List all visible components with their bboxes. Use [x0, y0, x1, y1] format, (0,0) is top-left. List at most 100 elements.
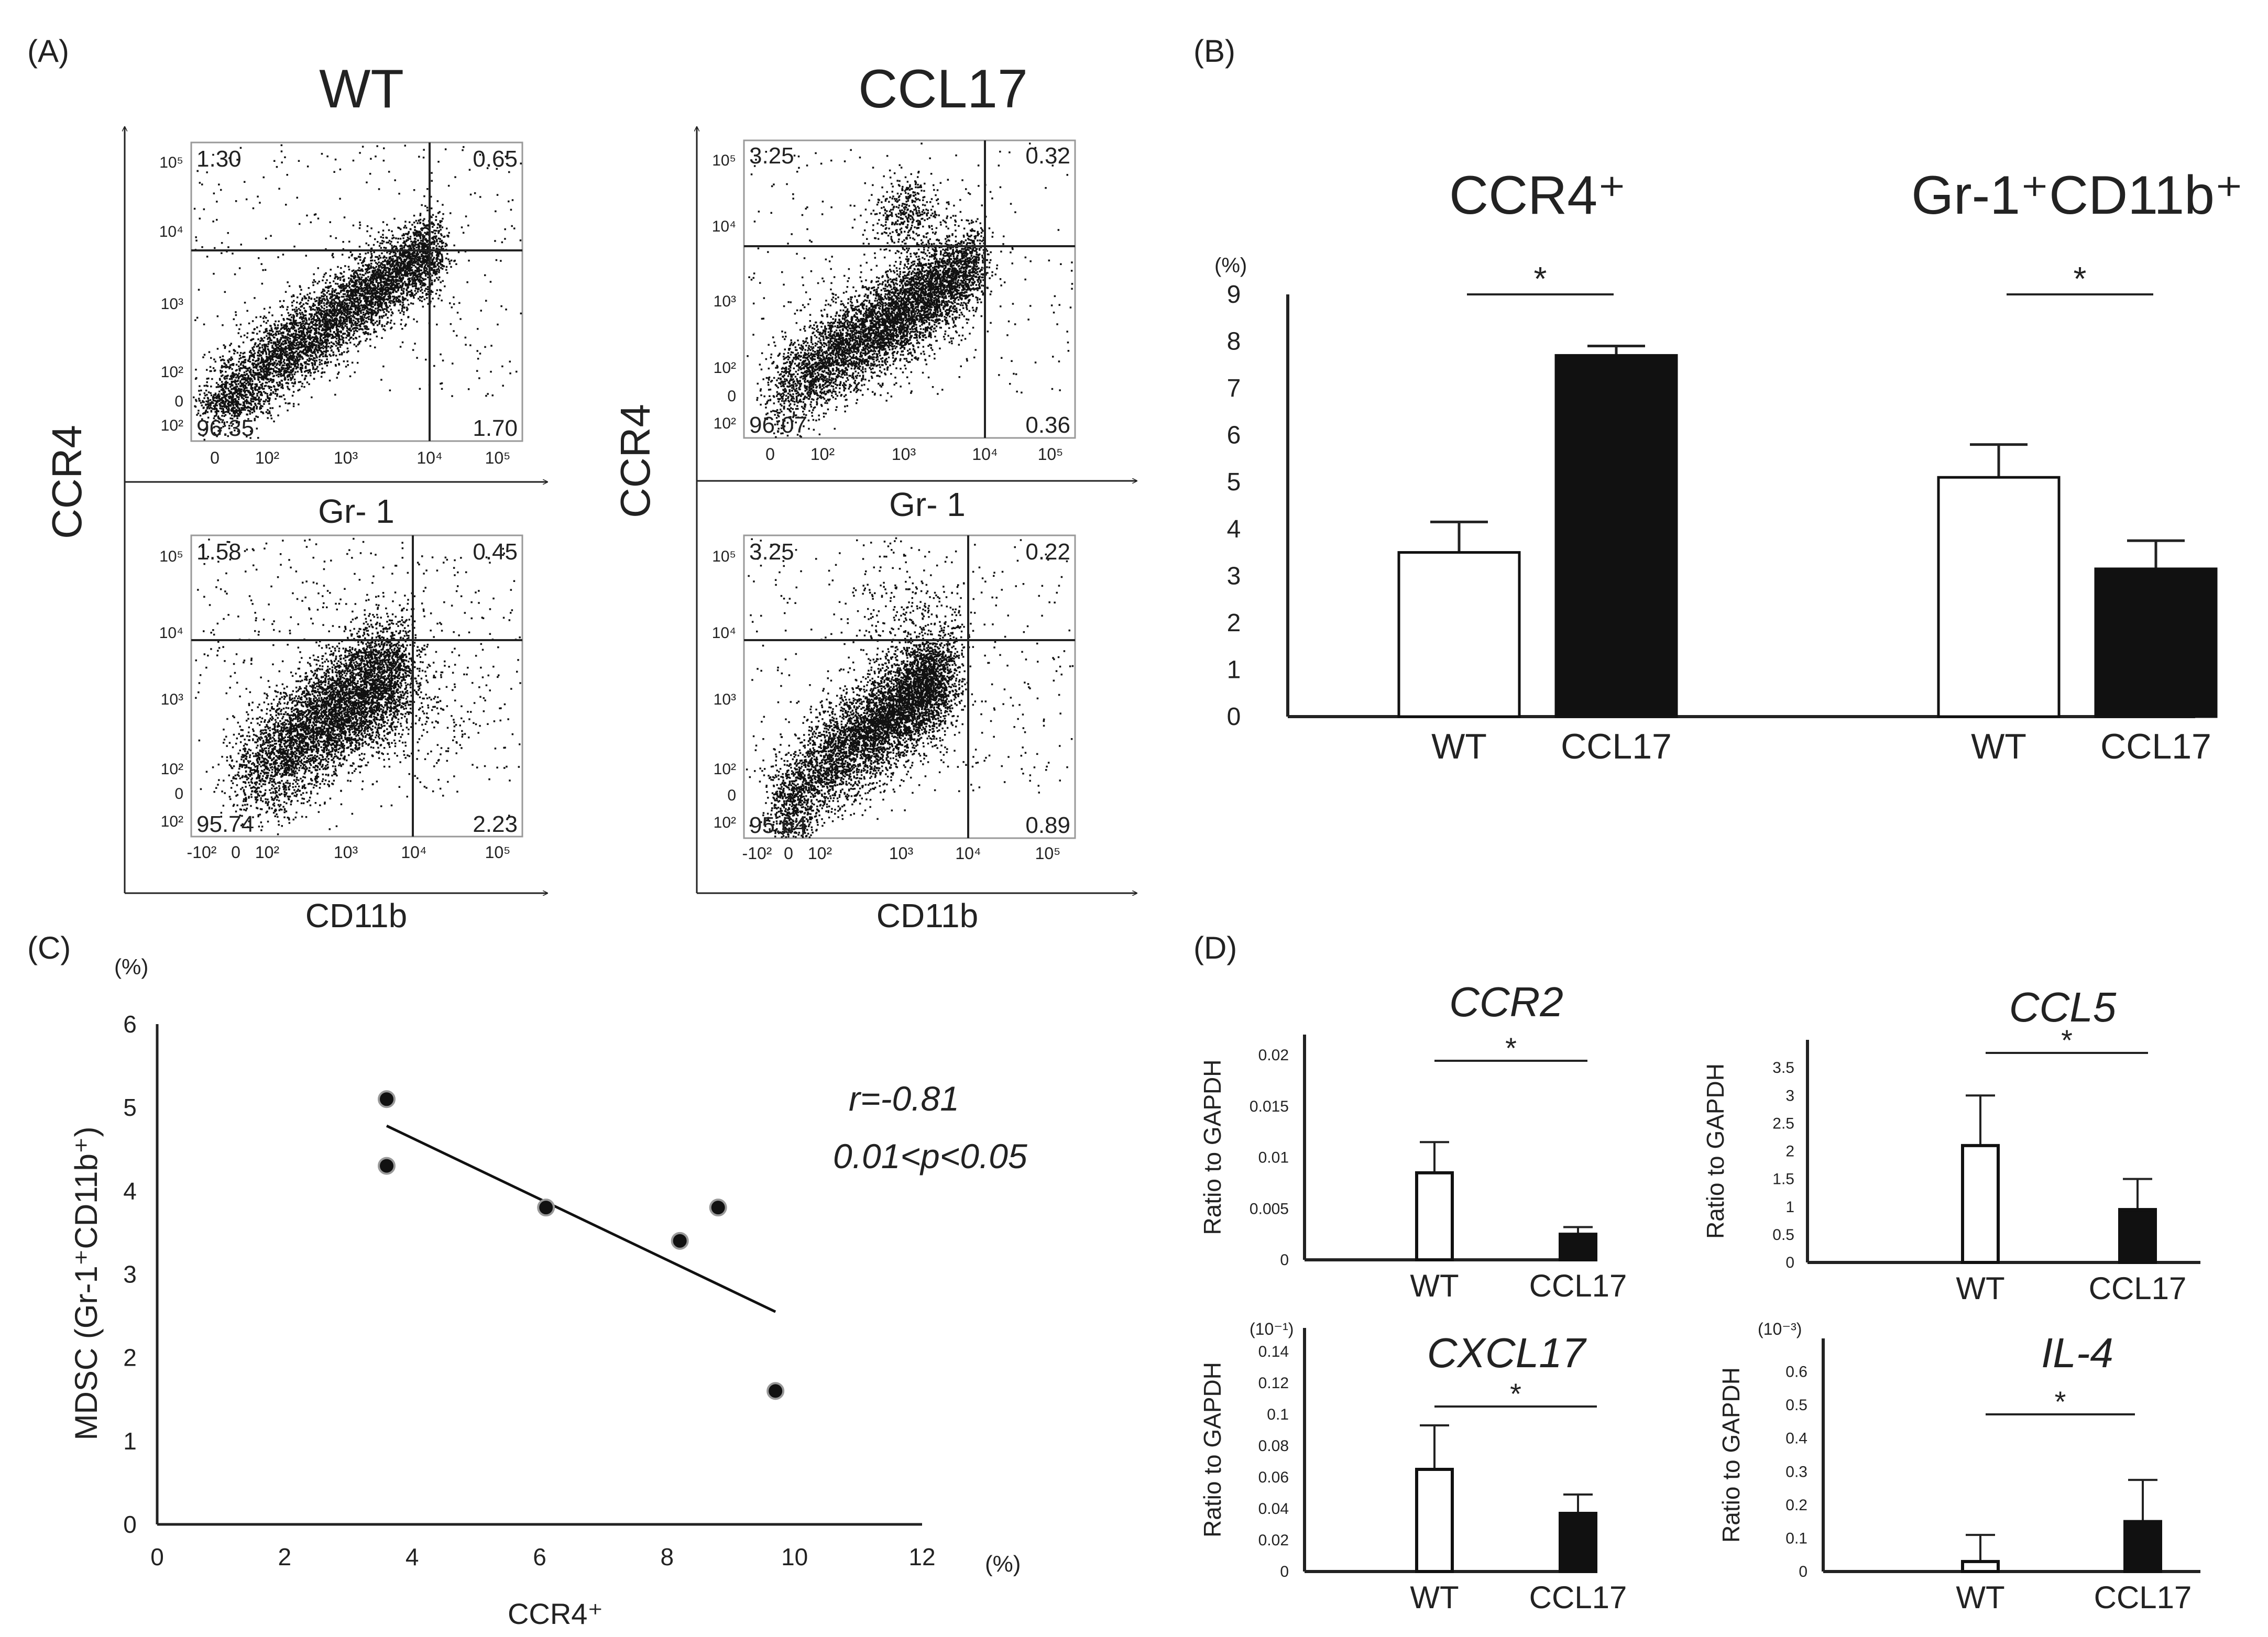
- chart-title: CCR2: [1449, 979, 1563, 1025]
- y-tick-label: 7: [1227, 375, 1241, 402]
- mini-chart-ccr2: 0 0.005 0.01 0.015 0.02 CCR2 Ratio to GAPDH WT C…: [1199, 979, 1627, 1303]
- stat-p: 0.01<p<0.05: [833, 1137, 1027, 1175]
- y-tick-label: 0.5: [1785, 1397, 1807, 1414]
- flow-plot-wt-gr1: 1.30 0.65 96.35 1.70 10⁵ 10⁴ 10³ 10² 0 1…: [159, 141, 523, 530]
- bar-ccr4-wt: [1397, 551, 1521, 718]
- scatter-dots: [747, 142, 1073, 438]
- y-tick-label: 0.3: [1785, 1463, 1807, 1480]
- y-tick-label: 0.08: [1258, 1437, 1289, 1455]
- x-tick: 10⁴: [972, 445, 998, 464]
- y-tick-label: 0.01: [1258, 1149, 1289, 1167]
- x-tick-label: WT: [1410, 1580, 1459, 1615]
- y-tick: 0: [174, 393, 183, 410]
- x-tick-label: WT: [1971, 727, 2026, 766]
- x-tick-label: WT: [1956, 1271, 2004, 1306]
- y-tick-label: 0: [1280, 1563, 1289, 1580]
- x-tick-label: CCL17: [2089, 1271, 2187, 1306]
- panel-c-label: (C): [27, 930, 71, 965]
- y-tick-label: 2: [123, 1344, 137, 1371]
- panel-b-title-mdsc: Gr-1⁺CD11b⁺: [1911, 165, 2243, 226]
- y-tick: 10²: [714, 415, 736, 432]
- panel-b-title-ccr4: CCR4⁺: [1449, 165, 1626, 226]
- y-tick-label: 8: [1227, 328, 1241, 356]
- bar-ccl17: [1559, 1233, 1597, 1262]
- y-tick-label: 0.04: [1258, 1500, 1289, 1518]
- x-tick-label: 2: [278, 1543, 292, 1570]
- panel-c: (C) (%) (%) r=-0.81 0.01<p<0.05 01234560…: [27, 930, 1027, 1630]
- x-tick: 0: [231, 843, 240, 862]
- flow-plot-wt-cd11b: 1.58 0.45 95.74 2.23 10⁵ 10⁴ 10³ 10² 0 1…: [159, 534, 523, 935]
- y-tick-label: 0.02: [1258, 1532, 1289, 1549]
- y-tick: 0: [727, 787, 736, 804]
- x-tick-label: WT: [1410, 1268, 1459, 1303]
- data-point: [378, 1090, 396, 1108]
- y-tick-label: 0.5: [1772, 1226, 1794, 1244]
- y-tick-label: 0.14: [1258, 1343, 1289, 1360]
- x-tick: 10⁴: [417, 448, 442, 467]
- y-tick-label: 9: [1227, 281, 1241, 309]
- data-point: [671, 1232, 689, 1250]
- flow-plot-ccl17-cd11b: 3.25 0.22 95.64 0.89 10⁵ 10⁴ 10³ 10² 0 1…: [712, 534, 1076, 935]
- y-tick: 10²: [714, 814, 736, 831]
- y-tick-label: 3.5: [1772, 1059, 1794, 1076]
- y-tick-label: 0.015: [1250, 1098, 1289, 1115]
- y-axis-label: Ratio to GAPDH: [1717, 1367, 1745, 1543]
- y-tick-label: 1: [1785, 1199, 1794, 1216]
- x-axis-label: Gr- 1: [889, 486, 966, 523]
- y-tick-label: 0: [1799, 1563, 1807, 1580]
- y-axis-label: Ratio to GAPDH: [1199, 1362, 1226, 1537]
- x-tick-label: 8: [661, 1543, 674, 1570]
- wt-ccr4-axis-label: CCR4: [43, 425, 90, 539]
- y-tick-label: 0.005: [1250, 1200, 1289, 1217]
- y-tick-label: 0: [1785, 1254, 1794, 1271]
- y-tick-label: 0.2: [1785, 1497, 1807, 1514]
- y-tick-label: 0.1: [1785, 1530, 1807, 1547]
- x-tick: 10⁵: [485, 843, 511, 862]
- panel-b-label: (B): [1193, 34, 1235, 69]
- quadrant-lr: 1.70: [473, 415, 518, 441]
- quadrant-lr: 0.36: [1025, 412, 1070, 438]
- panel-a: (A) WT CCL17 CCR4 CCR4 1.30 0.65 96.35 1…: [27, 34, 1137, 935]
- y-tick: 10³: [161, 691, 183, 708]
- significance-marker: *: [1534, 260, 1547, 298]
- mini-chart-cxcl17: 0 0.02 0.04 0.06 0.08 0.1 0.12 0.14 CXCL17 Ratio …: [1199, 1320, 1627, 1615]
- x-tick-label: CCL17: [2094, 1580, 2192, 1615]
- y-tick-label: 0.02: [1258, 1047, 1289, 1064]
- x-tick-label: CCL17: [2100, 727, 2211, 766]
- quadrant-ll: 96.35: [196, 415, 254, 441]
- y-tick: 10⁵: [159, 548, 183, 565]
- y-tick-label: 6: [123, 1010, 137, 1038]
- significance-marker: *: [2055, 1385, 2066, 1418]
- x-tick-label: 4: [406, 1543, 419, 1570]
- y-tick-label: 1.5: [1772, 1171, 1794, 1188]
- scale-label: (10⁻¹): [1250, 1320, 1294, 1338]
- y-tick-label: 0.06: [1258, 1469, 1289, 1486]
- x-tick: 10³: [889, 844, 914, 863]
- bar-charts-d: 0 0.005 0.01 0.015 0.02 CCR2 Ratio to GAPDH WT C…: [1199, 979, 2200, 1615]
- quadrant-ul: 1.58: [196, 539, 242, 565]
- significance-marker: *: [2074, 260, 2087, 298]
- panel-b-unit: (%): [1214, 254, 1247, 277]
- y-tick-label: 6: [1227, 422, 1241, 449]
- y-tick-label: 2: [1227, 609, 1241, 637]
- bar-ccl17: [2123, 1520, 2162, 1573]
- bar-wt: [1961, 1144, 2000, 1264]
- y-tick: 0: [174, 785, 183, 803]
- x-tick-label: 12: [908, 1543, 935, 1570]
- y-tick-label: 3: [123, 1261, 137, 1288]
- stat-r: r=-0.81: [849, 1079, 959, 1118]
- flow-events: [746, 537, 1074, 839]
- y-tick: 10⁴: [159, 624, 183, 642]
- data-point: [709, 1199, 727, 1217]
- x-axis-label: CD11b: [305, 897, 407, 935]
- quadrant-ul: 3.25: [749, 539, 794, 565]
- y-tick: 10²: [161, 417, 183, 434]
- y-tick: 10⁵: [159, 154, 183, 171]
- quadrant-ur: 0.22: [1025, 539, 1070, 565]
- x-tick: -10²: [742, 844, 772, 863]
- x-tick-label: CCL17: [1561, 727, 1672, 766]
- y-tick-label: 2: [1785, 1143, 1794, 1160]
- y-tick: 10⁴: [712, 218, 736, 235]
- bar-gr1cd11b-ccl17: [2094, 567, 2218, 718]
